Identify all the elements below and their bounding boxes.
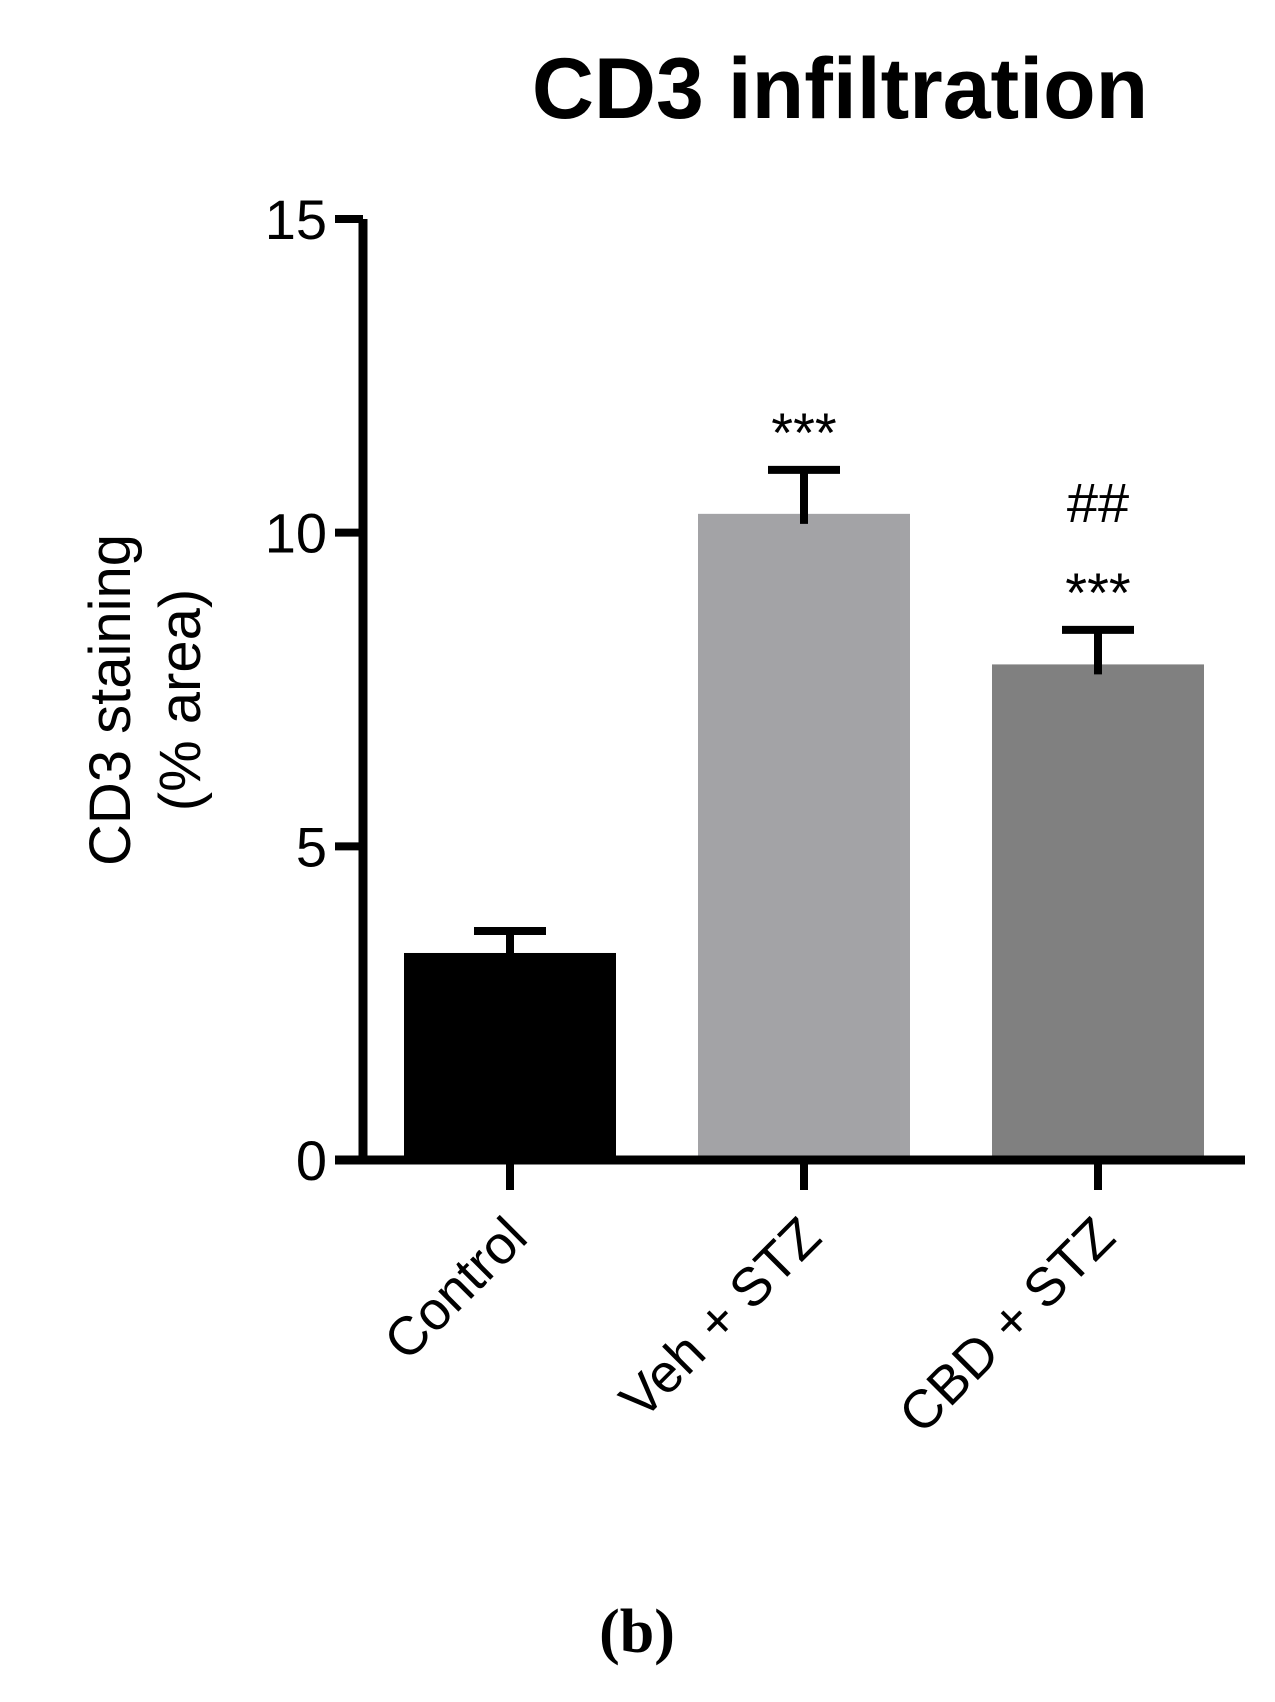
y-axis-label-line-1: CD3 staining [78,534,143,866]
bar [404,952,616,1160]
panel-label: (b) [599,1598,675,1666]
y-tick-label: 5 [296,815,327,878]
x-tick-label: CBD + STZ [888,1206,1127,1445]
y-tick-label: 15 [265,188,327,251]
y-axis-label: CD3 staining (% area) [78,534,213,866]
chart-title: CD3 infiltration [532,41,1148,137]
bar [698,513,910,1160]
bar [992,664,1204,1160]
significance-marker: *** [771,401,836,464]
y-tick-label: 10 [265,502,327,565]
x-tick-label: Control [373,1206,539,1372]
x-tick-label: Veh + STZ [609,1206,833,1430]
significance-marker: *** [1065,561,1130,624]
y-tick-label: 0 [296,1129,327,1192]
plot-area: 0 5 10 15 Control Veh + STZ CBD + STZ *** *** ## [265,188,1245,1445]
y-axis-label-line-2: (% area) [148,589,213,811]
significance-marker: ## [1067,471,1129,534]
